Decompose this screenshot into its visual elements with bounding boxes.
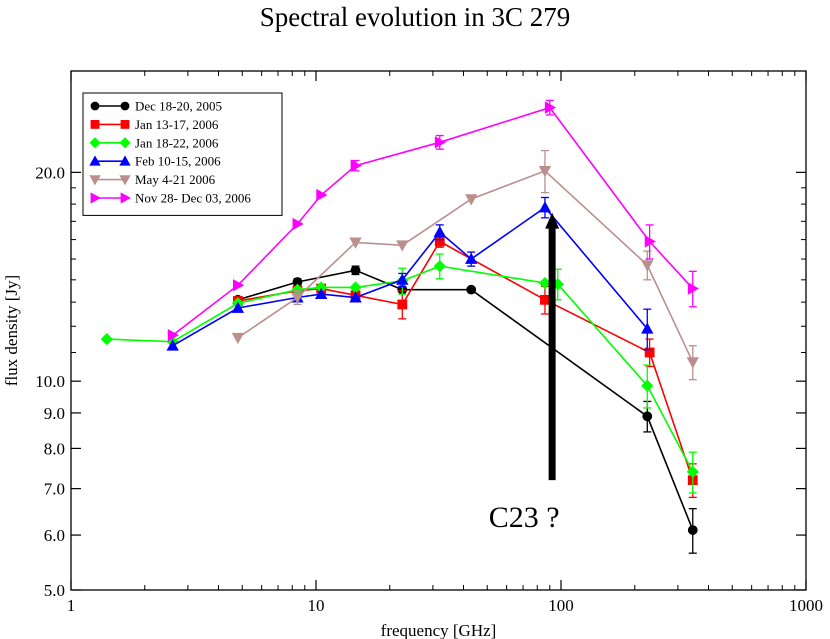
legend-entry: May 4-21 2006 [89,172,216,187]
series-line [172,206,648,347]
data-point-marker [231,332,245,345]
data-point-marker [120,120,130,129]
data-point-marker [644,235,656,248]
legend-entry: Nov 28- Dec 03, 2006 [90,191,251,206]
data-point-marker [465,194,478,206]
data-point-marker [466,284,477,295]
data-point-marker [350,159,362,172]
series-layer [100,99,700,554]
series-3 [100,253,699,494]
axis-ticks: 1 10 100 1000 5.0 6.0 7.0 8.0 9.0 10.0 20.0 [35,71,823,615]
legend-label: May 4-21 2006 [135,172,216,187]
series-5 [231,149,699,381]
data-point-marker [538,201,552,213]
series-line [237,269,694,531]
legend-label: Nov 28- Dec 03, 2006 [135,191,251,206]
data-point-marker [540,294,550,305]
x-tick-label: 100 [548,596,574,615]
series-line [237,169,694,363]
data-point-marker [90,101,100,111]
y-tick-label: 5.0 [44,581,65,600]
x-tick-label: 1 [67,596,76,615]
data-point-marker [89,175,101,186]
y-axis-label: flux density [Jy] [2,275,21,386]
data-point-marker [316,188,328,202]
data-point-marker [538,276,552,290]
data-point-marker [89,155,101,166]
data-point-marker [396,240,409,252]
legend-label: Jan 13-17, 2006 [135,117,219,132]
data-point-marker [89,137,101,149]
data-point-marker [434,136,447,149]
legend-box [82,92,283,216]
data-point-marker [641,379,654,392]
y-tick-label: 6.0 [44,526,65,545]
series-1 [233,265,698,554]
data-point-marker [231,301,245,313]
data-point-marker [641,260,654,272]
data-point-marker [644,347,655,358]
data-point-marker [90,120,100,129]
legend-label: Dec 18-20, 2005 [135,99,222,114]
data-point-marker [100,333,113,346]
y-tick-label: 20.0 [35,163,65,182]
data-point-marker [119,175,131,186]
legend-entry: Jan 18-22, 2006 [89,135,219,150]
data-point-marker [641,322,654,334]
data-point-marker [315,287,328,300]
annotation-layer: C23 ? [489,212,560,534]
y-tick-label: 9.0 [44,404,65,423]
data-point-marker [90,192,101,204]
annotation-label: C23 ? [489,501,560,534]
data-point-marker [396,273,409,285]
data-point-marker [120,101,130,111]
data-point-marker [538,165,552,178]
x-axis-label: frequency [GHz] [381,621,497,639]
legend-label: Jan 18-22, 2006 [135,135,219,150]
data-point-marker [465,252,478,264]
data-point-marker [433,225,446,238]
data-point-marker [166,339,179,351]
data-point-marker [686,465,699,478]
annotation-arrowhead [545,212,560,229]
y-tick-label: 8.0 [44,439,65,458]
x-tick-label: 10 [308,596,325,615]
data-point-marker [544,101,557,114]
y-tick-label: 7.0 [44,480,65,499]
legend-entry: Jan 13-17, 2006 [90,117,219,132]
data-point-marker [686,357,699,369]
series-4 [166,196,654,351]
series-2 [233,235,698,499]
data-point-marker [642,411,653,422]
data-point-marker [167,328,179,342]
data-point-marker [433,260,446,273]
data-point-marker [233,279,245,292]
data-point-marker [687,525,698,535]
y-tick-label: 10.0 [35,372,65,391]
data-point-marker [349,291,362,303]
plot-area-frame [70,70,807,591]
data-point-marker [349,237,362,249]
data-point-marker [397,299,408,310]
data-point-marker [119,137,131,149]
legend: Dec 18-20, 2005 Jan 13-17, 2006 Jan 18-22,… [82,92,283,216]
x-tick-label: 1000 [789,596,823,615]
data-point-marker [119,155,131,166]
legend-entry: Feb 10-15, 2006 [89,154,221,169]
series-6 [167,99,700,342]
data-point-marker [292,217,304,231]
chart-title: Spectral evolution in 3C 279 [259,2,571,32]
data-point-marker [120,192,131,204]
legend-label: Feb 10-15, 2006 [135,154,221,169]
legend-entry: Dec 18-20, 2005 [90,99,222,114]
data-point-marker [350,265,361,276]
series-line [106,265,694,473]
data-point-marker [687,282,700,295]
data-point-marker [291,292,304,304]
